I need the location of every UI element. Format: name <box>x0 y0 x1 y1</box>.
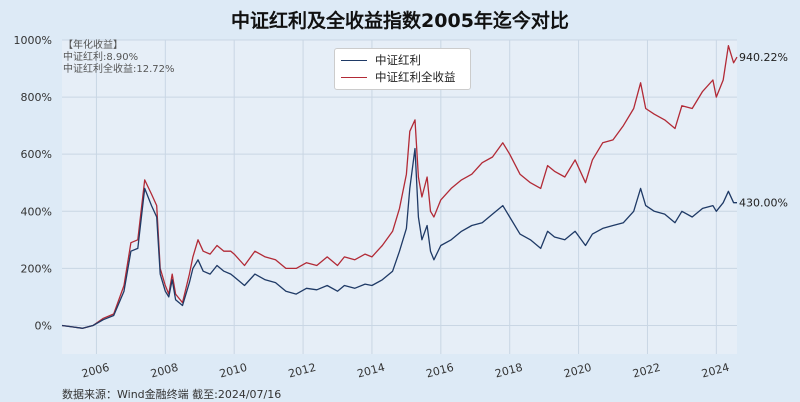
legend-swatch-dividend <box>341 59 367 61</box>
x-tick-label: 2016 <box>425 361 455 381</box>
legend-label-total-return: 中证红利全收益 <box>375 70 456 84</box>
x-tick-label: 2012 <box>287 361 317 381</box>
series-lines <box>61 45 738 329</box>
grid-lines <box>62 39 737 354</box>
end-label-total-return: 940.22% <box>739 51 788 64</box>
end-labels: 940.22% 430.00% <box>739 51 788 210</box>
x-tick-label: 2014 <box>356 361 386 381</box>
x-tick-label: 2022 <box>631 361 661 381</box>
series-line-dividend <box>61 147 737 329</box>
source-note: 数据来源：Wind金融终端 截至:2024/07/16 <box>62 388 282 401</box>
legend-item-total-return: 中证红利全收益 <box>341 69 456 85</box>
plot-area <box>62 40 737 354</box>
x-tick-label: 2006 <box>80 361 110 381</box>
x-tick-label: 2010 <box>218 361 248 381</box>
x-tick-label: 2018 <box>494 361 524 381</box>
x-tick-label: 2008 <box>149 361 179 381</box>
y-tick-label: 1000% <box>14 34 52 47</box>
chart-title: 中证红利及全收益指数2005年迄今对比 <box>231 10 569 32</box>
end-label-dividend: 430.00% <box>739 197 788 210</box>
annotation-header: 【年化收益】 <box>63 40 123 51</box>
legend-item-dividend: 中证红利 <box>341 52 421 68</box>
y-tick-label: 600% <box>21 148 52 161</box>
x-axis-ticks: 2006 2008 2010 2012 2014 2016 2018 2020 2022 2024 <box>80 361 730 381</box>
series-line-total-return <box>61 45 738 329</box>
y-tick-label: 800% <box>21 91 52 104</box>
y-axis-ticks: 0% 200% 400% 600% 800% 1000% <box>14 34 52 332</box>
y-tick-label: 0% <box>35 319 52 332</box>
annotation-line-dividend: 中证红利:8.90% <box>63 52 139 63</box>
y-tick-label: 200% <box>21 262 52 275</box>
legend-swatch-total-return <box>341 76 367 78</box>
annotation-line-total-return: 中证红利全收益:12.72% <box>63 64 175 75</box>
y-tick-label: 400% <box>21 205 52 218</box>
legend-label-dividend: 中证红利 <box>375 53 421 67</box>
chart-legend: 中证红利 中证红利全收益 <box>334 48 471 90</box>
x-tick-label: 2020 <box>562 361 592 381</box>
x-tick-label: 2024 <box>700 361 730 381</box>
